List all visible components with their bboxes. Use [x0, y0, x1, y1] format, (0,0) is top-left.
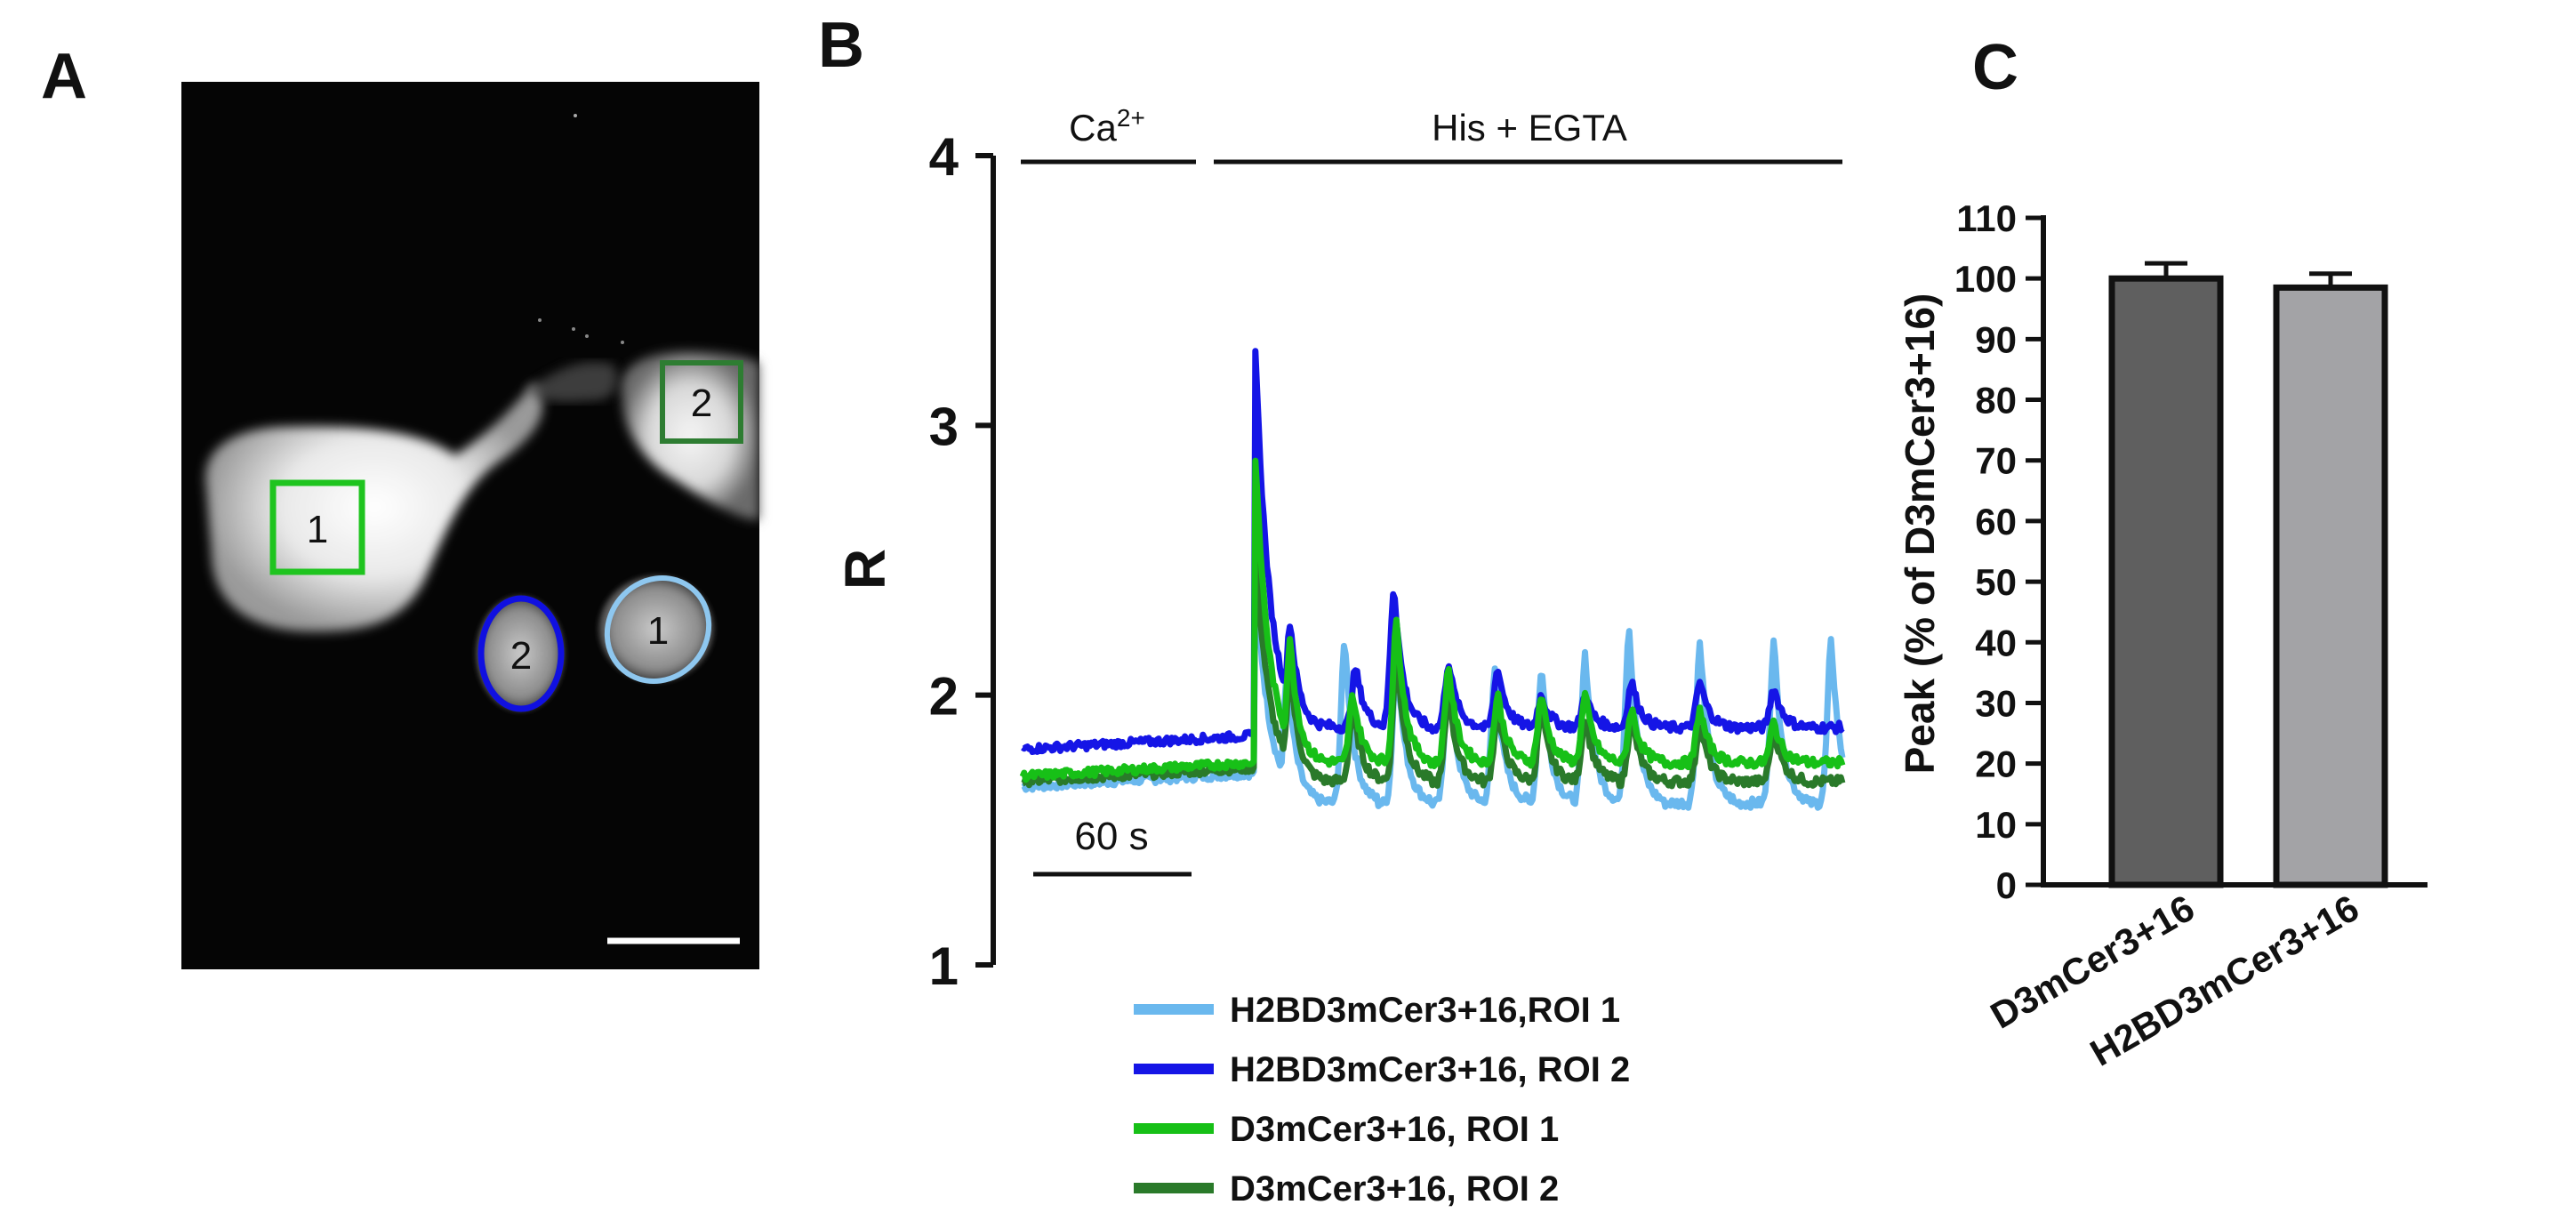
trace-y-tick-label: 2: [929, 667, 959, 727]
bar-y-tick-label: 10: [1975, 804, 2017, 846]
roi-darkgreen-2-label: 2: [691, 382, 712, 425]
bar-y-tick-label: 40: [1975, 622, 2017, 663]
roi-blue-2-label: 2: [510, 634, 532, 678]
cell-process: [525, 362, 617, 402]
trace-series-3: [1019, 457, 1846, 783]
calcium-label: Ca2+: [1069, 104, 1145, 149]
trace-y-tick-label: 1: [929, 936, 959, 996]
roi-darkgreen-2: 2: [660, 360, 743, 444]
trace-axis: 1 2 3 4: [929, 127, 996, 996]
bar-y-tick-label: 20: [1975, 743, 2017, 785]
roi-blue-2-ellipse: [477, 595, 565, 712]
legend-label-2: H2BD3mCer3+16, ROI 2: [1230, 1050, 1630, 1089]
bar-y-tick-label: 70: [1975, 440, 2017, 482]
roi-lightblue-1-label: 1: [647, 609, 669, 653]
trace-annotations: Ca2+ His + EGTA 60 s: [1021, 104, 1842, 877]
bar-y-tick-label: 50: [1975, 561, 2017, 603]
bar-y-tick-label: 110: [1956, 197, 2017, 239]
speck: [574, 114, 577, 117]
roi-darkgreen-2-box: [660, 360, 743, 444]
bar-y-tick-label: 60: [1975, 501, 2017, 542]
bar-y-label: Peak (% of D3mCer3+16): [1897, 293, 1943, 775]
legend-label-1: H2BD3mCer3+16,ROI 1: [1230, 991, 1620, 1030]
trace-legend: H2BD3mCer3+16,ROI 1 H2BD3mCer3+16, ROI 2 D…: [1134, 991, 1630, 1209]
panel-c-letter: C: [1972, 32, 2018, 103]
legend-label-3: D3mCer3+16, ROI 1: [1230, 1110, 1559, 1149]
bar-y-tick-label: 0: [1996, 864, 2017, 906]
bar-y-tick-label: 80: [1975, 380, 2017, 422]
trace-lines: [1019, 348, 1846, 811]
speck: [585, 334, 589, 338]
panel-b-letter: B: [818, 10, 864, 81]
nucleus-2: [476, 596, 565, 711]
roi-green-1: 1: [269, 479, 365, 575]
panel-a-letter: A: [41, 41, 87, 112]
trace-series-2: [1021, 348, 1845, 755]
calcium-label-base: Ca: [1069, 107, 1117, 149]
trace-series-1: [1021, 567, 1846, 811]
roi-lightblue-1: 1: [604, 575, 712, 684]
speck: [621, 341, 624, 344]
bar-2: [2273, 284, 2388, 888]
speck: [572, 327, 575, 331]
trace-y-tick-label: 4: [929, 127, 959, 187]
trace-series-4: [1021, 538, 1846, 790]
cell-right: [621, 351, 759, 520]
bar-y-tick-label: 30: [1975, 682, 2017, 724]
roi-blue-2: 2: [477, 595, 565, 712]
trace-y-label: R: [833, 549, 897, 590]
roi-green-1-box: [269, 479, 365, 575]
bar-y-tick-label: 100: [1954, 258, 2017, 300]
trace-y-tick-label: 3: [929, 397, 959, 456]
time-scale-label: 60 s: [1074, 815, 1148, 858]
bar-y-tick-label: 90: [1975, 318, 2017, 360]
bar-category-label-2: H2BD3mCer3+16: [2083, 887, 2366, 1074]
calcium-label-sup: 2+: [1117, 104, 1145, 132]
micrograph: 1 2 2 1: [181, 82, 759, 969]
speck: [538, 318, 542, 322]
bar-1: [2108, 275, 2224, 888]
nucleus-1: [598, 575, 714, 682]
roi-lightblue-1-ellipse: [604, 575, 712, 684]
his-egta-label: His + EGTA: [1432, 107, 1627, 149]
legend-label-4: D3mCer3+16, ROI 2: [1230, 1169, 1559, 1209]
roi-green-1-label: 1: [307, 508, 328, 551]
